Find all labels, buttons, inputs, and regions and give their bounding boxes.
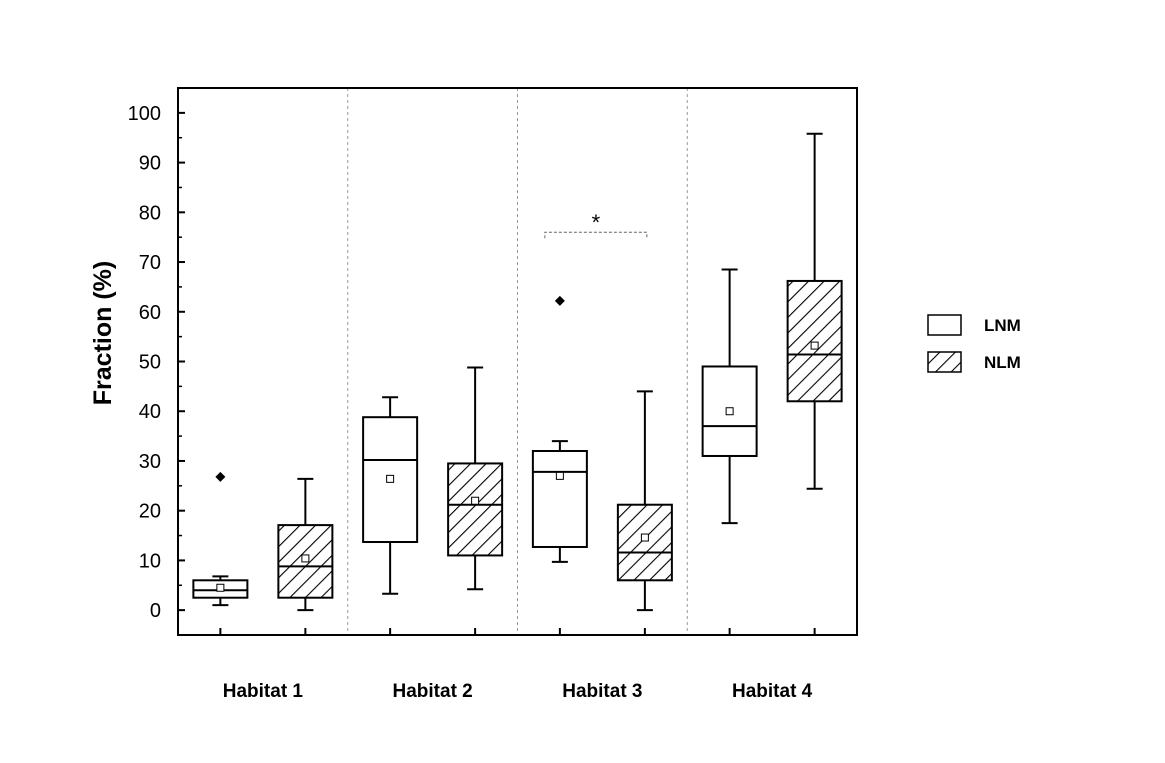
mean-marker (725, 407, 734, 416)
box-lnm (531, 295, 588, 563)
outlier-point (554, 295, 565, 306)
legend-item-nlm: NLM (927, 351, 1021, 373)
y-tick-label: 70 (139, 252, 161, 274)
y-tick-label: 100 (128, 103, 161, 125)
legend-swatch (927, 314, 962, 336)
box-nlm (616, 390, 673, 612)
legend-swatch (927, 351, 962, 373)
x-category-label: Habitat 4 (732, 681, 813, 702)
mean-marker (216, 583, 225, 592)
y-tick-label: 40 (139, 401, 161, 423)
box-nlm (277, 477, 334, 612)
y-tick-label: 0 (150, 600, 161, 622)
significance-marker: * (592, 210, 601, 235)
y-tick-label: 60 (139, 302, 161, 324)
category-dividers (347, 88, 688, 635)
bracket-line (544, 231, 648, 239)
box-lnm (192, 471, 249, 607)
box-lnm (362, 396, 419, 595)
x-category-label: Habitat 2 (393, 681, 473, 702)
box-iqr (447, 462, 504, 557)
mean-marker (301, 554, 310, 563)
box-iqr (531, 450, 588, 548)
y-axis: 0 10 20 30 40 50 60 70 80 90 100 (128, 103, 185, 622)
y-tick-label: 90 (139, 153, 161, 175)
box-nlm (447, 366, 504, 591)
y-tick-label: 50 (139, 352, 161, 374)
y-axis-title: Fraction (%) (89, 261, 117, 405)
mean-marker (640, 533, 649, 542)
box-iqr (616, 503, 673, 582)
legend-label: LNM (984, 316, 1021, 335)
y-tick-label: 30 (139, 451, 161, 473)
mean-marker (386, 474, 395, 483)
annotation-group: * (544, 210, 648, 239)
x-category-label: Habitat 3 (562, 681, 642, 702)
box-series-group (192, 132, 843, 612)
outlier-point (215, 471, 226, 482)
mean-marker (555, 471, 564, 480)
x-category-label: Habitat 1 (223, 681, 304, 702)
legend-label: NLM (984, 353, 1021, 372)
box-iqr (786, 279, 843, 403)
legend-item-lnm: LNM (927, 314, 1021, 336)
y-tick-label: 10 (139, 550, 161, 572)
mean-marker (471, 496, 480, 505)
y-tick-label: 80 (139, 202, 161, 224)
legend: LNM NLM (927, 314, 1021, 373)
y-tick-label: 20 (139, 501, 161, 523)
mean-marker (810, 341, 819, 350)
box-nlm (786, 132, 843, 490)
x-axis: Habitat 1 Habitat 2 Habitat 3 Habitat 4 (219, 628, 816, 702)
box-lnm (701, 268, 758, 525)
significance-bracket: * (544, 210, 648, 239)
